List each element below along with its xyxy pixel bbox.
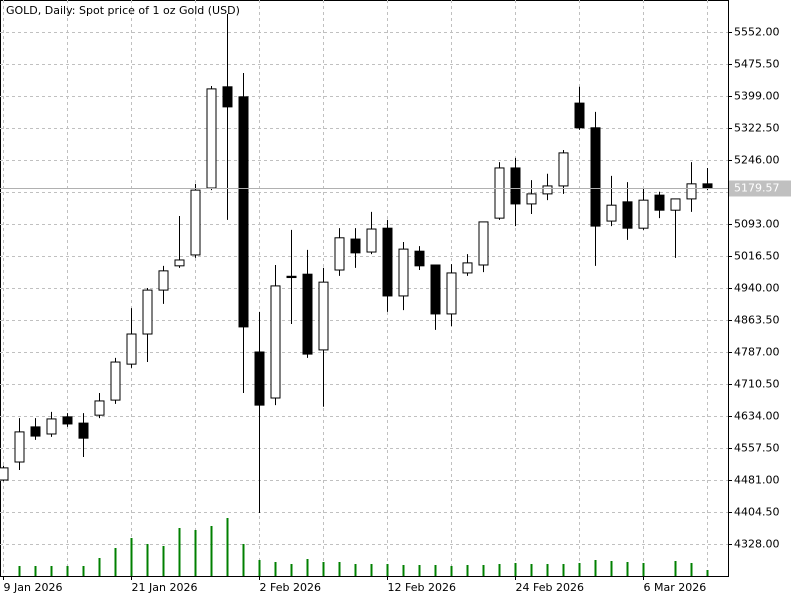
candle-body <box>270 285 281 399</box>
candle-body <box>542 185 553 195</box>
y-tick-label: 5246.00 <box>734 154 780 167</box>
candle-body <box>574 102 585 129</box>
candle-body <box>142 289 153 335</box>
y-tick-label: 4404.50 <box>734 506 780 519</box>
current-price-box <box>729 180 791 197</box>
candle-body <box>366 228 377 253</box>
candle-body <box>526 193 537 205</box>
candle-body <box>638 199 649 229</box>
candle-body <box>190 189 201 256</box>
candle-body <box>670 198 681 211</box>
candle-body <box>558 152 569 187</box>
candle-body <box>510 167 521 205</box>
grid-layer <box>0 0 732 576</box>
candle-body <box>174 259 185 267</box>
candle-body <box>0 467 9 481</box>
y-tick-label: 5552.00 <box>734 26 780 39</box>
candle-body <box>94 400 105 416</box>
y-tick-label: 4863.50 <box>734 314 780 327</box>
x-tick-label: 21 Jan 2026 <box>132 581 198 594</box>
candle-body <box>254 351 265 406</box>
candle-body <box>702 183 713 189</box>
x-tick-label: 2 Feb 2026 <box>260 581 321 594</box>
current-price-label: 5179.57 <box>734 182 780 195</box>
candle-body <box>622 201 633 229</box>
candle-body <box>30 426 41 437</box>
candle-body <box>14 431 25 463</box>
y-tick-label: 4634.00 <box>734 410 780 423</box>
y-tick-label: 4787.00 <box>734 346 780 359</box>
candle-body <box>222 86 233 108</box>
candle-body <box>318 281 329 351</box>
y-tick-label: 5399.00 <box>734 90 780 103</box>
candle-body <box>606 204 617 222</box>
candle-body <box>286 275 297 279</box>
candle-body <box>654 194 665 211</box>
y-tick-label: 5322.50 <box>734 122 780 135</box>
candle-body <box>334 237 345 271</box>
y-tick-label: 4940.00 <box>734 282 780 295</box>
candle-body <box>110 361 121 401</box>
y-tick-label: 5016.50 <box>734 250 780 263</box>
candle-body <box>382 227 393 297</box>
candle-body <box>206 88 217 189</box>
chart-title: GOLD, Daily: Spot price of 1 oz Gold (US… <box>6 4 240 17</box>
y-tick-label: 4710.50 <box>734 378 780 391</box>
candle-body <box>478 221 489 266</box>
candle-body <box>46 418 57 435</box>
candle-body <box>126 333 137 365</box>
candle-body <box>430 264 441 315</box>
y-tick-label: 5093.00 <box>734 218 780 231</box>
candle-body <box>398 248 409 297</box>
candle-body <box>462 262 473 274</box>
candle-body <box>158 270 169 291</box>
y-tick-label: 5475.50 <box>734 58 780 71</box>
x-tick-label: 6 Mar 2026 <box>644 581 707 594</box>
y-tick-label: 4328.00 <box>734 538 780 551</box>
candle-body <box>238 96 249 328</box>
candle-body <box>414 250 425 267</box>
candle-body <box>350 238 361 254</box>
candle-body <box>686 183 697 200</box>
labels-layer: 5552.005475.505399.005322.505246.005169.… <box>3 26 791 594</box>
x-tick-label: 12 Feb 2026 <box>388 581 456 594</box>
candle-body <box>494 167 505 219</box>
candle-body <box>590 127 601 227</box>
x-tick-label: 24 Feb 2026 <box>516 581 584 594</box>
candle-body <box>446 272 457 315</box>
candle-body <box>302 273 313 355</box>
candle-body <box>62 416 73 425</box>
candle-body <box>78 422 89 439</box>
x-tick-label: 9 Jan 2026 <box>4 581 63 594</box>
y-tick-label: 4557.50 <box>734 442 780 455</box>
marks-layer <box>0 14 728 576</box>
y-tick-label: 4481.00 <box>734 474 780 487</box>
